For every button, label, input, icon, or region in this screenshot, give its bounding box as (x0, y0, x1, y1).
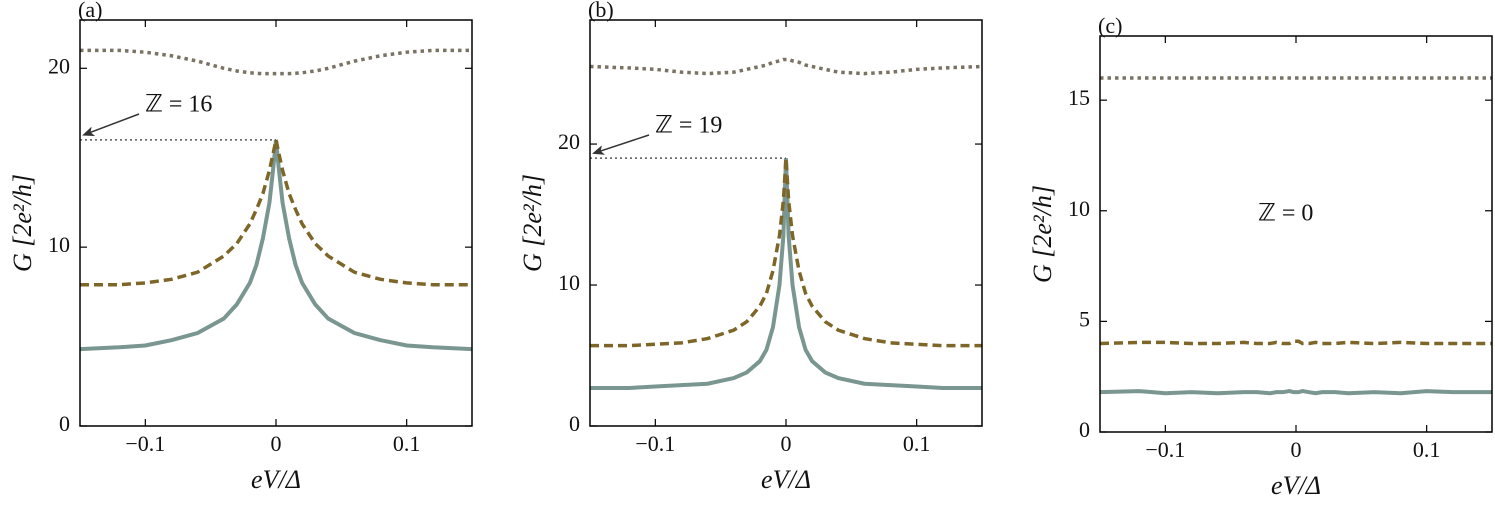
y-axis-label: G [2e²/h] (8, 174, 37, 272)
series-line (1100, 339, 1492, 346)
x-tick-label: 0 (271, 431, 282, 456)
x-tick-label: 0.1 (393, 431, 421, 456)
series-line (1100, 389, 1492, 396)
annotation: ℤ = 19 (655, 113, 722, 139)
x-axis-label: eV/Δ (1271, 471, 1321, 500)
x-tick-label: −0.1 (125, 431, 165, 456)
x-axis-label: eV/Δ (251, 465, 301, 494)
x-tick-label: 0 (781, 431, 792, 456)
annotation: ℤ = 0 (1258, 201, 1313, 227)
annotation-arrow (592, 134, 650, 155)
y-tick-label: 0 (569, 411, 580, 436)
panel-label: (b) (588, 0, 614, 22)
y-tick-label: 0 (59, 411, 70, 436)
annotation: ℤ = 16 (145, 92, 212, 118)
annotation-arrow (82, 113, 140, 136)
x-tick-label: −0.1 (635, 431, 675, 456)
series-line (80, 48, 472, 76)
series-line (590, 158, 982, 390)
x-tick-label: −0.1 (1145, 437, 1185, 462)
panel-label: (a) (78, 0, 102, 22)
x-tick-label: 0.1 (903, 431, 931, 456)
y-tick-label: 10 (558, 270, 580, 295)
plot-frame (589, 19, 983, 427)
y-tick-label: 0 (1079, 417, 1090, 442)
x-tick-label: 0 (1291, 437, 1302, 462)
series-line (590, 57, 982, 76)
panel-label: (c) (1098, 13, 1122, 38)
plot-frame (79, 19, 473, 427)
plot-frame (1099, 35, 1493, 433)
y-tick-label: 20 (558, 129, 580, 154)
y-tick-label: 10 (1068, 196, 1090, 221)
series-line (80, 139, 472, 352)
y-axis-label: G [2e²/h] (1028, 185, 1057, 283)
y-axis-label: G [2e²/h] (518, 174, 547, 272)
y-tick-label: 20 (48, 53, 70, 78)
y-tick-label: 5 (1079, 306, 1090, 331)
series-line (590, 158, 982, 348)
series-line (80, 139, 472, 287)
y-tick-label: 10 (48, 232, 70, 257)
x-axis-label: eV/Δ (761, 465, 811, 494)
y-tick-label: 15 (1068, 85, 1090, 110)
x-tick-label: 0.1 (1413, 437, 1441, 462)
